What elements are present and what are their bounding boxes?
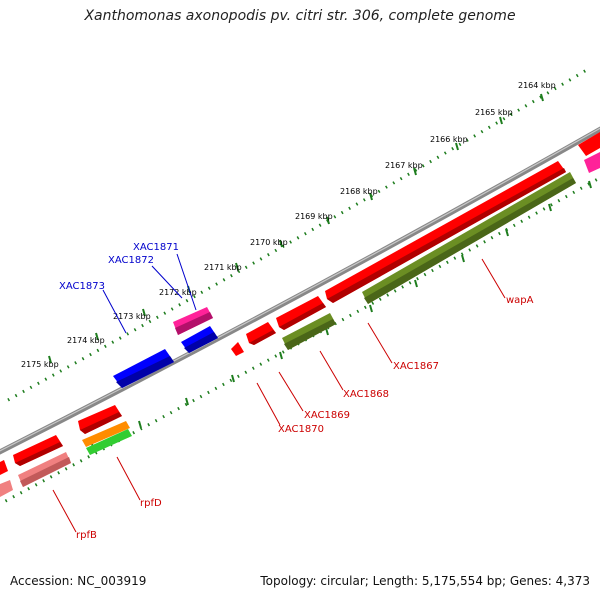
label-rpfD: rpfD: [140, 498, 162, 509]
gene-rpfD-upper-shade: [80, 412, 122, 434]
scale-label: 2175 kbp: [21, 360, 59, 369]
scale-label: 2164 kbp: [518, 81, 556, 90]
gene-XAC1870[interactable]: [246, 322, 276, 345]
gene-magenta-edge[interactable]: [584, 152, 600, 173]
gene-green[interactable]: [86, 429, 132, 455]
map-title: Xanthomonas axonopodis pv. citri str. 30…: [84, 8, 516, 24]
scale-label: 2166 kbp: [430, 135, 468, 144]
accession-text: Accession: NC_003919: [10, 574, 147, 588]
scale-label: 2169 kbp: [295, 212, 333, 221]
scale-label: 2167 kbp: [385, 161, 423, 170]
scale-label: 2171 kbp: [204, 263, 242, 272]
genome-backbone-highlight: [0, 127, 600, 452]
label-XAC1871: XAC1871: [133, 242, 179, 253]
scale-label: 2170 kbp: [250, 238, 288, 247]
label-rpfB: rpfB: [76, 530, 97, 541]
gene-XAC1869-shade: [279, 303, 326, 330]
scale-label: 2168 kbp: [340, 187, 378, 196]
genome-backbone: [0, 126, 600, 455]
leader-lines: [52, 253, 506, 533]
gene-rpfB-shade: [20, 457, 71, 487]
label-XAC1873: XAC1873: [59, 281, 105, 292]
label-XAC1872: XAC1872: [108, 255, 154, 266]
gene-orange[interactable]: [82, 421, 130, 447]
gene-olive-short-shade: [284, 319, 336, 350]
gene-wapA-shade: [327, 168, 566, 303]
label-XAC1867: XAC1867: [393, 361, 439, 372]
gene-XAC1870-shade: [249, 330, 276, 345]
gene-edge-red[interactable]: [0, 460, 8, 475]
label-XAC1869: XAC1869: [304, 410, 350, 421]
gene-XAC1872-shade: [184, 332, 218, 353]
scale-label: 2174 kbp: [67, 336, 105, 345]
scale-label: 2165 kbp: [475, 108, 513, 117]
reverse-genes: [0, 152, 600, 497]
gene-olive-long-shade: [364, 178, 576, 304]
scale-label: 2173 kbp: [113, 312, 151, 321]
gene-pink-edge[interactable]: [0, 480, 13, 497]
outer-tick-ring: [7, 66, 591, 402]
gene-right-edge-red[interactable]: [578, 132, 600, 156]
genome-summary-text: Topology: circular; Length: 5,175,554 bp…: [260, 574, 590, 588]
gene-small[interactable]: [231, 342, 244, 356]
gene-XAC1873-shade: [116, 356, 174, 388]
gene-XAC1869[interactable]: [276, 296, 326, 330]
gene-XAC1871-shade: [175, 312, 213, 335]
scale-label: 2172 kbp: [159, 288, 197, 297]
forward-genes: [0, 132, 600, 475]
gene-left-red-shade: [15, 442, 63, 466]
label-wapA: wapA: [506, 295, 534, 306]
label-XAC1870: XAC1870: [278, 424, 324, 435]
label-XAC1868: XAC1868: [343, 389, 389, 400]
